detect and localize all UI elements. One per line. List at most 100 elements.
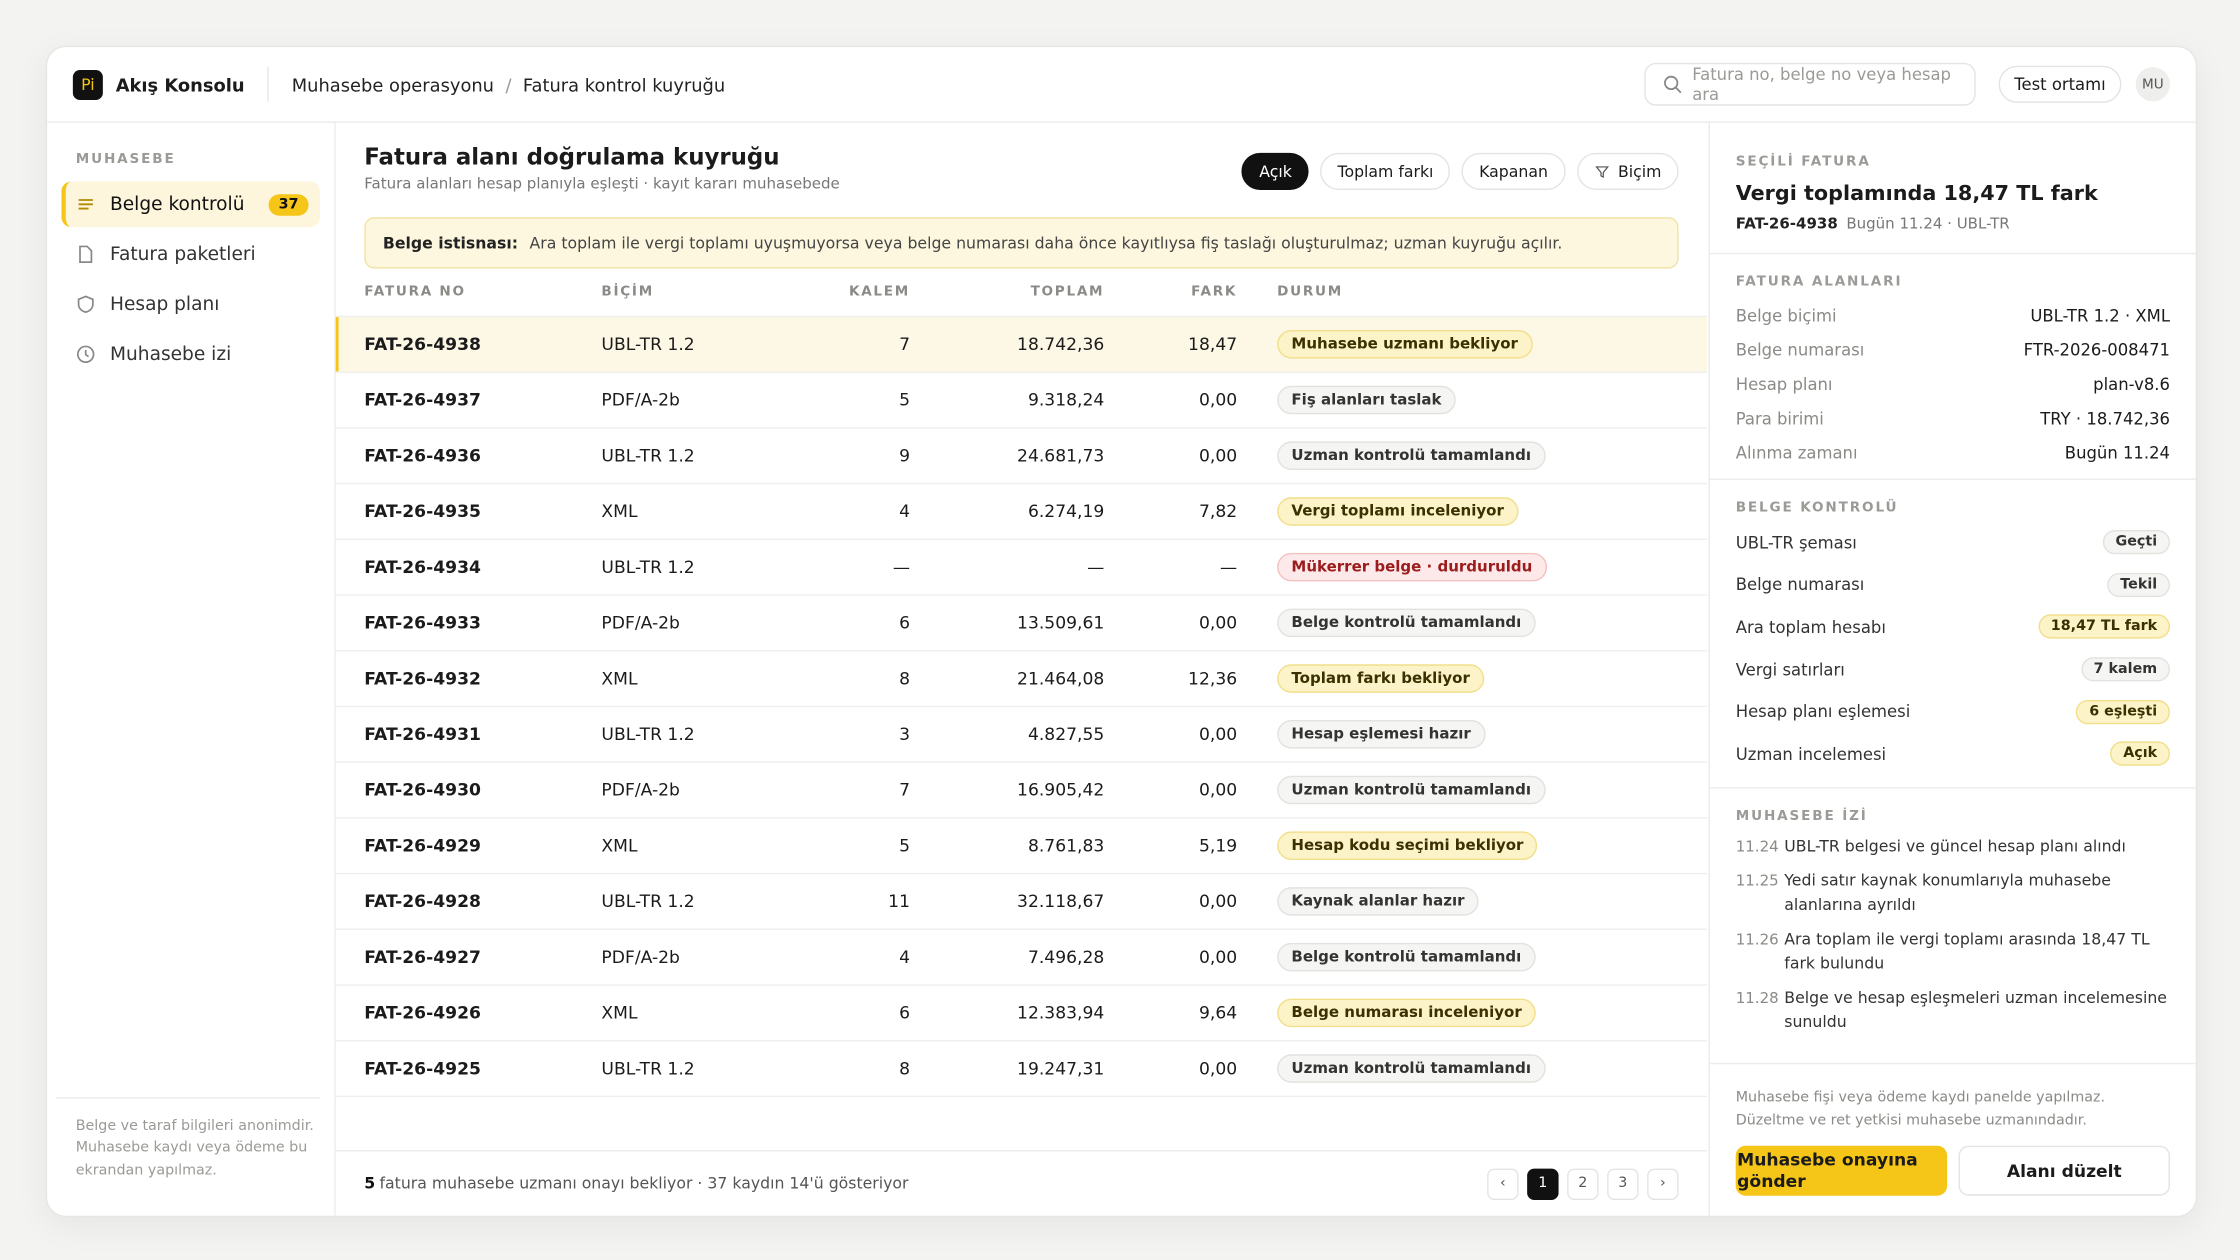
- column-header: KALEM: [848, 284, 910, 300]
- detail-meta: FAT-26-4938 Bugün 11.24 · UBL-TR: [1736, 216, 2170, 233]
- cell: 11: [888, 891, 910, 912]
- section-label: MUHASEBE: [75, 151, 176, 168]
- cell: —: [1087, 557, 1105, 578]
- table-row[interactable]: FAT-26-4928 UBL-TR 1.2 11 32.118,67 0,00 Kayn…: [335, 874, 1708, 930]
- cell: UBL-TR 1.2: [601, 445, 695, 466]
- nav-label: Fatura paketleri: [109, 243, 256, 265]
- sidebar: MUHASEBE Belge kontrolü 37 Fatura paketleri…: [47, 122, 336, 1216]
- filters: Açık Toplam farkı Kapanan Biçim: [1242, 152, 1679, 190]
- table-row[interactable]: FAT-26-4932 XML 8 21.464,08 12,36 Toplam fark…: [335, 651, 1708, 708]
- table-row[interactable]: FAT-26-4934 UBL-TR 1.2 — — — Mükerrer belge ·…: [335, 540, 1708, 596]
- page-button[interactable]: 1: [1527, 1167, 1559, 1200]
- main-panel: Fatura alanı doğrulama kuyruğu Fatura ala…: [335, 123, 1708, 1216]
- status-pill: Hesap eşlemesi hazır: [1277, 719, 1486, 749]
- nav-label: Muhasebe izi: [109, 343, 232, 365]
- environment[interactable]: Test ortamı: [1998, 65, 2122, 103]
- cell: 6: [899, 612, 910, 633]
- primary-button[interactable]: Muhasebe onayına gönder: [1735, 1145, 1948, 1196]
- avatar[interactable]: MU: [2135, 67, 2170, 102]
- nav-item[interactable]: Belge kontrolü 37: [61, 181, 320, 228]
- field: Hesap planı plan-v8.6: [1736, 367, 2170, 401]
- table-row[interactable]: FAT-26-4937 PDF/A-2b 5 9.318,24 0,00 Fiş alan…: [335, 373, 1708, 429]
- nav-item[interactable]: Hesap planı: [61, 281, 320, 327]
- logo: Pi: [72, 69, 103, 100]
- log-text: Yedi satır kaynak konumlarıyla muhasebe …: [1784, 871, 2111, 914]
- status-pill: Toplam farkı bekliyor: [1277, 664, 1485, 693]
- check-badge: Açık: [2110, 741, 2170, 767]
- table-row[interactable]: FAT-26-4935 XML 4 6.274,19 7,82 Vergi toplamı…: [335, 484, 1708, 540]
- alert: Belge istisnası: Ara toplam ile vergi top…: [364, 217, 1679, 269]
- cell: FAT-26-4932: [364, 668, 481, 689]
- cell: Vergi toplamı inceleniyor: [1237, 497, 1707, 526]
- table-header: FATURA NO BİÇİM KALEM TOPLAM FARK DURUM: [335, 284, 1708, 318]
- page-button[interactable]: ›: [1647, 1167, 1679, 1200]
- column-header: TOPLAM: [1030, 284, 1105, 300]
- check-label: Hesap planı eşlemesi: [1735, 701, 1911, 722]
- filter-chip[interactable]: Açık: [1242, 152, 1309, 190]
- cell: 9: [899, 445, 910, 466]
- nav-item[interactable]: Muhasebe izi: [61, 331, 320, 377]
- column-header: BİÇİM: [601, 284, 654, 300]
- filter-chip[interactable]: Toplam farkı: [1320, 152, 1451, 190]
- filter-label: Kapanan: [1479, 162, 1548, 181]
- app-name: Akış Konsolu: [116, 67, 269, 102]
- table-row[interactable]: FAT-26-4925 UBL-TR 1.2 8 19.247,31 0,00 Uzman…: [335, 1041, 1708, 1098]
- breadcrumb-item[interactable]: Fatura kontrol kuyruğu: [522, 73, 726, 95]
- icon: [79, 245, 93, 263]
- top-bar: Pi Akış Konsolu Muhasebe operasyonu / Fatura…: [47, 47, 2196, 123]
- cell: 18.742,36: [1017, 334, 1105, 355]
- cell: FAT-26-4938: [364, 334, 481, 355]
- nav-label: Hesap planı: [109, 293, 220, 315]
- table-row[interactable]: FAT-26-4938 UBL-TR 1.2 7 18.742,36 18,47 Muha…: [335, 317, 1708, 373]
- section-label: BELGE KONTROLÜ: [1735, 499, 1899, 516]
- table-row[interactable]: FAT-26-4936 UBL-TR 1.2 9 24.681,73 0,00 Uzman…: [335, 429, 1708, 485]
- cell: Mükerrer belge · durduruldu: [1237, 552, 1707, 582]
- table-row[interactable]: FAT-26-4933 PDF/A-2b 6 13.509,61 0,00 Belge k…: [335, 596, 1708, 652]
- field-key: Hesap planı: [1735, 374, 1833, 395]
- cell: XML: [601, 1002, 638, 1023]
- cell: 12,36: [1188, 668, 1238, 689]
- filter-chip[interactable]: Biçim: [1576, 152, 1679, 190]
- page-button[interactable]: 3: [1607, 1167, 1639, 1200]
- cell: FAT-26-4929: [364, 835, 481, 856]
- check-badge: 18,47 TL fark: [2037, 614, 2170, 640]
- status-pill: Mükerrer belge · durduruldu: [1277, 552, 1547, 582]
- cell: 7.496,28: [1027, 947, 1105, 968]
- summary-text: fatura muhasebe uzmanı onayı bekliyor · …: [379, 1174, 909, 1193]
- detail-footer: Muhasebe fişi veya ödeme kaydı panelde y…: [1709, 1062, 2196, 1216]
- log-entry: 11.28 Belge ve hesap eşleşmeleri uzman in…: [1736, 987, 2170, 1034]
- table-row[interactable]: FAT-26-4931 UBL-TR 1.2 3 4.827,55 0,00 Hesap …: [335, 707, 1708, 763]
- table-row[interactable]: FAT-26-4926 XML 6 12.383,94 9,64 Belge numara…: [335, 986, 1708, 1042]
- breadcrumb-item[interactable]: Muhasebe operasyonu: [291, 73, 495, 95]
- page-button[interactable]: ‹: [1487, 1167, 1519, 1200]
- detail-note: Muhasebe fişi veya ödeme kaydı panelde y…: [1735, 1089, 2106, 1128]
- section-label: FATURA ALANLARI: [1735, 274, 1903, 290]
- cell: FAT-26-4927: [364, 947, 481, 968]
- check-label: Vergi satırları: [1735, 659, 1845, 680]
- cell: 4.827,55: [1027, 724, 1105, 745]
- table: FATURA NO BİÇİM KALEM TOPLAM FARK DURUM FAT-26…: [335, 284, 1708, 1098]
- check-label: UBL-TR şeması: [1735, 532, 1857, 553]
- table-row[interactable]: FAT-26-4929 XML 5 8.761,83 5,19 Hesap kodu se…: [335, 819, 1708, 875]
- secondary-button[interactable]: Alanı düzelt: [1958, 1145, 2170, 1196]
- check-badge: Tekil: [2107, 572, 2170, 597]
- search-placeholder: Fatura no, belge no veya hesap ara: [1692, 64, 1952, 105]
- cell: 0,00: [1198, 724, 1238, 745]
- cell: —: [892, 557, 910, 578]
- search[interactable]: Fatura no, belge no veya hesap ara: [1644, 62, 1976, 106]
- section-label: SEÇİLİ FATURA: [1735, 154, 1871, 170]
- table-row[interactable]: FAT-26-4927 PDF/A-2b 4 7.496,28 0,00 Belge ko…: [335, 930, 1708, 986]
- table-row[interactable]: FAT-26-4930 PDF/A-2b 7 16.905,42 0,00 Uzman k…: [335, 763, 1708, 819]
- nav-item[interactable]: Fatura paketleri: [61, 231, 320, 277]
- status-pill: Uzman kontrolü tamamlandı: [1277, 441, 1546, 470]
- filter-chip[interactable]: Kapanan: [1462, 152, 1566, 190]
- field-value: FTR-2026-008471: [2023, 339, 2170, 360]
- cell: 7: [899, 334, 910, 355]
- cell: Uzman kontrolü tamamlandı: [1237, 1054, 1707, 1083]
- cell: 0,00: [1198, 891, 1238, 912]
- cell: UBL-TR 1.2: [601, 1058, 695, 1079]
- log-time: 11.28: [1735, 990, 1779, 1008]
- cell: FAT-26-4926: [364, 1002, 481, 1023]
- check: Ara toplam hesabı 18,47 TL fark: [1736, 606, 2170, 648]
- page-button[interactable]: 2: [1567, 1167, 1599, 1200]
